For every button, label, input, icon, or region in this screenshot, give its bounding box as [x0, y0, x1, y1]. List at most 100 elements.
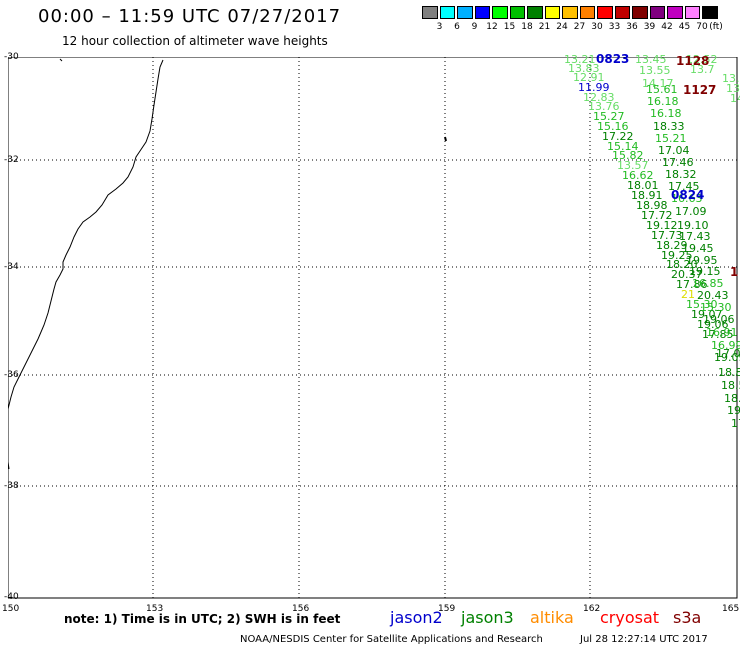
- wave-height-reading: 15.14: [607, 140, 639, 153]
- wave-height-reading: 17.45: [668, 180, 700, 193]
- wave-height-reading: 17.22: [602, 130, 634, 143]
- scale-swatch: [474, 6, 490, 19]
- legend-cryosat: cryosat: [600, 608, 660, 627]
- wave-height-reading: 17.86: [676, 278, 708, 291]
- coastline: [8, 59, 164, 410]
- pass-time-label: 1: [730, 265, 739, 279]
- wave-height-reading: 16.63: [671, 192, 703, 205]
- wave-height-reading: 14: [730, 92, 740, 105]
- map-subtitle: 12 hour collection of altimeter wave hei…: [62, 34, 328, 48]
- scale-swatch: [439, 6, 455, 19]
- lat-label: -32: [4, 155, 19, 165]
- wave-height-reading: 13.9: [722, 72, 740, 85]
- wave-height-reading: 13.21: [564, 53, 596, 66]
- wave-height-reading: 13: [726, 82, 740, 95]
- scale-label: 70: [696, 22, 708, 32]
- scale-label: 15: [503, 22, 516, 32]
- legend-altika: altika: [530, 608, 574, 627]
- wave-height-reading: 13.55: [639, 64, 671, 77]
- wave-height-reading: 21: [681, 288, 695, 301]
- scale-label: 45: [678, 22, 691, 32]
- wave-height-reading: 19.45: [682, 242, 714, 255]
- wave-height-reading: 15.61: [646, 83, 678, 96]
- lat-label: -34: [4, 262, 19, 272]
- scale-swatch: [597, 6, 613, 19]
- lat-label: -36: [4, 370, 19, 380]
- wave-height-reading: 20.43: [697, 289, 729, 302]
- wave-height-reading: 15.82: [612, 149, 644, 162]
- lon-label: 159: [438, 604, 456, 614]
- scale-label: 30: [591, 22, 603, 32]
- pass-time-label: 0823: [596, 52, 630, 66]
- wave-height-reading: 15.16: [597, 120, 629, 133]
- wave-height-reading: 12.91: [573, 71, 605, 84]
- scale-label: 33: [608, 22, 621, 32]
- scale-label: 6: [454, 22, 460, 32]
- wave-height-reading: 18.5: [721, 379, 740, 392]
- scale-swatch: [562, 6, 578, 19]
- wave-height-reading: 13.7: [690, 63, 715, 76]
- map-title: 00:00 – 11:59 UTC 07/27/2017: [38, 6, 342, 27]
- map-canvas: [8, 57, 738, 599]
- wave-height-reading: 17.0: [716, 347, 740, 360]
- map-area: [8, 57, 738, 599]
- scale-swatch: [667, 6, 683, 19]
- lat-label: -38: [4, 481, 19, 491]
- wave-height-reading: 18.33: [653, 120, 685, 133]
- wave-height-reading: 17.72: [641, 209, 673, 222]
- wave-height-reading: 20.37: [671, 268, 703, 281]
- map-frame: [8, 57, 738, 599]
- wave-height-reading: 18.: [724, 392, 740, 405]
- wave-height-reading: 16.18: [647, 95, 679, 108]
- wave-height-reading: 19.15: [689, 265, 721, 278]
- scale-unit: (ft): [709, 22, 723, 32]
- wave-height-reading: 17.04: [658, 144, 690, 157]
- wave-height-reading: 19.06: [697, 318, 729, 331]
- wave-height-reading: 18.91: [631, 189, 663, 202]
- wave-height-reading: 19.07: [691, 308, 723, 321]
- scale-swatch: [422, 6, 438, 19]
- wave-height-reading: 18.29: [656, 239, 688, 252]
- scale-label: 27: [573, 22, 586, 32]
- wave-height-reading: 18.01: [627, 179, 659, 192]
- scale-label: 3: [436, 22, 443, 32]
- credit-line: NOAA/NESDIS Center for Satellite Applica…: [240, 634, 543, 645]
- footer-note: note: 1) Time is in UTC; 2) SWH is in fe…: [64, 612, 341, 626]
- scale-swatch: [684, 6, 700, 19]
- scale-swatch: [509, 6, 525, 19]
- lat-label: -40: [4, 592, 19, 602]
- legend-jason3: jason3: [461, 608, 514, 627]
- wave-height-reading: 18.98: [636, 199, 668, 212]
- pass-time-label: 1127: [683, 83, 717, 97]
- island-mark: [444, 136, 447, 142]
- scale-swatch: [702, 6, 718, 19]
- wave-height-reading: 17.85: [702, 328, 734, 341]
- wave-height-reading: 17.46: [662, 156, 694, 169]
- land-speck: [59, 58, 63, 62]
- wave-height-reading: 12.52: [686, 53, 718, 66]
- scale-swatch: [614, 6, 630, 19]
- wave-height-reading: 12.83: [583, 91, 615, 104]
- wave-height-reading: 15.30: [700, 301, 732, 314]
- wave-height-reading: 16.99: [711, 339, 740, 352]
- wave-height-reading: 14.17: [642, 77, 674, 90]
- scale-label: 39: [643, 22, 656, 32]
- wave-height-reading: 19.95: [686, 254, 718, 267]
- lon-label: 165: [722, 604, 740, 614]
- scale-swatch: [579, 6, 595, 19]
- scale-label: 36: [626, 22, 638, 32]
- wave-height-reading: 19.25: [661, 249, 693, 262]
- wave-height-reading: 19.09: [714, 351, 740, 364]
- wave-height-reading: 13.45: [635, 53, 667, 66]
- scale-swatch: [457, 6, 473, 19]
- wave-height-reading: 16.85: [692, 277, 724, 290]
- scale-label: 9: [471, 22, 478, 32]
- lat-label: -30: [4, 52, 19, 62]
- wave-height-reading: 18.32: [665, 168, 697, 181]
- wave-height-reading: 15.21: [655, 132, 687, 145]
- graticule: [8, 57, 738, 599]
- wave-height-reading: 13.83: [568, 62, 600, 75]
- scale-label: 24: [556, 22, 568, 32]
- lon-label: 156: [292, 604, 310, 614]
- scale-label: 12: [486, 22, 498, 32]
